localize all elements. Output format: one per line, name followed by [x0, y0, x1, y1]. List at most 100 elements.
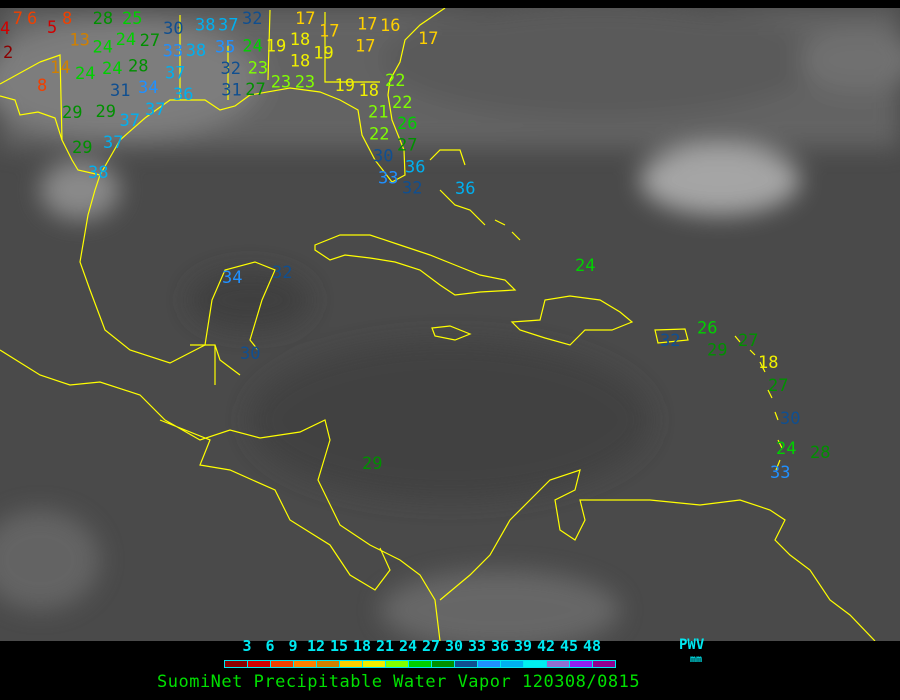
station-pwv-label: 27	[397, 135, 417, 155]
station-pwv-label: 32	[660, 331, 680, 351]
station-pwv-label: 37	[103, 133, 123, 153]
legend-swatch	[248, 661, 271, 667]
legend-tick-label: 24	[398, 637, 418, 655]
legend-panel	[0, 641, 900, 700]
station-pwv-label: 36	[405, 157, 425, 177]
legend-swatch	[478, 661, 501, 667]
legend-tick-label: 21	[375, 637, 395, 655]
station-pwv-label: 22	[369, 124, 389, 144]
station-pwv-label: 28	[93, 9, 113, 29]
station-pwv-label: 28	[810, 443, 830, 463]
station-pwv-label: 33	[163, 42, 183, 62]
puerto-rico	[654, 328, 689, 344]
legend-tick-label: 6	[265, 637, 275, 655]
legend-swatch	[225, 661, 248, 667]
legend-swatch	[363, 661, 386, 667]
station-pwv-label: 27	[245, 80, 265, 100]
bahamas	[429, 149, 521, 241]
station-pwv-label: 30	[373, 147, 393, 167]
station-pwv-label: 23	[248, 59, 268, 79]
legend-swatch	[317, 661, 340, 667]
legend-swatch	[501, 661, 524, 667]
legend-tick-label: 12	[306, 637, 326, 655]
station-pwv-label: 32	[272, 263, 292, 283]
station-pwv-label: 28	[128, 57, 148, 77]
legend-tick-label: 9	[288, 637, 298, 655]
legend-tick-label: 18	[352, 637, 372, 655]
cuba	[314, 234, 517, 296]
station-pwv-label: 30	[780, 409, 800, 429]
station-pwv-label: 6	[27, 9, 37, 29]
station-pwv-label: 17	[357, 15, 377, 35]
legend-tick-label: 39	[513, 637, 533, 655]
legend-swatch	[409, 661, 432, 667]
south-america-coast	[439, 469, 876, 641]
station-pwv-label: 5	[47, 18, 57, 38]
legend-tick-label: 36	[490, 637, 510, 655]
station-pwv-label: 17	[418, 29, 438, 49]
station-pwv-label: 38	[195, 15, 215, 35]
station-pwv-label: 26	[697, 319, 717, 339]
station-pwv-label: 24	[116, 30, 136, 50]
legend-tick-label: 30	[444, 637, 464, 655]
legend-tick-label: 42	[536, 637, 556, 655]
station-pwv-label: 24	[575, 256, 595, 276]
legend-unit: mm	[690, 654, 703, 665]
station-pwv-label: 22	[392, 93, 412, 113]
station-pwv-label: 29	[62, 103, 82, 123]
station-pwv-label: 31	[110, 81, 130, 101]
station-pwv-label: 2	[3, 43, 13, 63]
station-pwv-label: 19	[266, 37, 286, 57]
station-pwv-label: 17	[319, 22, 339, 42]
station-pwv-label: 17	[355, 37, 375, 57]
station-pwv-label: 37	[165, 64, 185, 84]
legend-swatch	[455, 661, 478, 667]
station-pwv-label: 23	[271, 72, 291, 92]
legend-color-bar	[224, 660, 616, 668]
station-pwv-label: 13	[69, 30, 89, 50]
station-pwv-label: 27	[140, 31, 160, 51]
jamaica	[431, 325, 472, 341]
state-borders	[39, 9, 380, 141]
cloud-layer	[0, 8, 900, 641]
station-pwv-label: 29	[362, 454, 382, 474]
station-pwv-label: 23	[295, 73, 315, 93]
station-pwv-label: 29	[72, 138, 92, 158]
station-pwv-label: 17	[295, 9, 315, 29]
station-pwv-label: 31	[221, 80, 241, 100]
map-title: SuomiNet Precipitable Water Vapor 120308…	[157, 672, 641, 692]
legend-tick-label: 15	[329, 637, 349, 655]
station-pwv-label: 18	[290, 30, 310, 50]
station-pwv-label: 14	[50, 58, 70, 78]
legend-swatch	[524, 661, 547, 667]
station-pwv-label: 16	[380, 16, 400, 36]
central-america	[0, 344, 441, 641]
station-pwv-label: 21	[368, 102, 388, 122]
station-pwv-label: 33	[378, 169, 398, 189]
station-pwv-label: 24	[102, 59, 122, 79]
legend-tick-label: 48	[582, 637, 602, 655]
station-pwv-label: 38	[186, 41, 206, 61]
station-pwv-label: 36	[455, 179, 475, 199]
station-pwv-label: 26	[397, 114, 417, 134]
legend-tick-label: 33	[467, 637, 487, 655]
station-pwv-label: 24	[75, 64, 95, 84]
legend-swatch	[570, 661, 593, 667]
station-pwv-label: 38	[88, 163, 108, 183]
station-pwv-label: 18	[359, 81, 379, 101]
lesser-antilles	[734, 335, 783, 471]
station-pwv-label: 24	[93, 37, 113, 57]
station-pwv-label: 34	[138, 78, 158, 98]
legend-swatch	[271, 661, 294, 667]
station-pwv-label: 27	[738, 331, 758, 351]
legend-tick-label: 3	[242, 637, 252, 655]
station-pwv-label: 25	[122, 9, 142, 29]
legend-swatch	[386, 661, 409, 667]
station-pwv-label: 29	[96, 102, 116, 122]
station-pwv-label: 32	[402, 179, 422, 199]
station-pwv-label: 4	[0, 19, 10, 39]
station-pwv-label: 24	[242, 36, 262, 56]
legend-swatch	[593, 661, 615, 667]
